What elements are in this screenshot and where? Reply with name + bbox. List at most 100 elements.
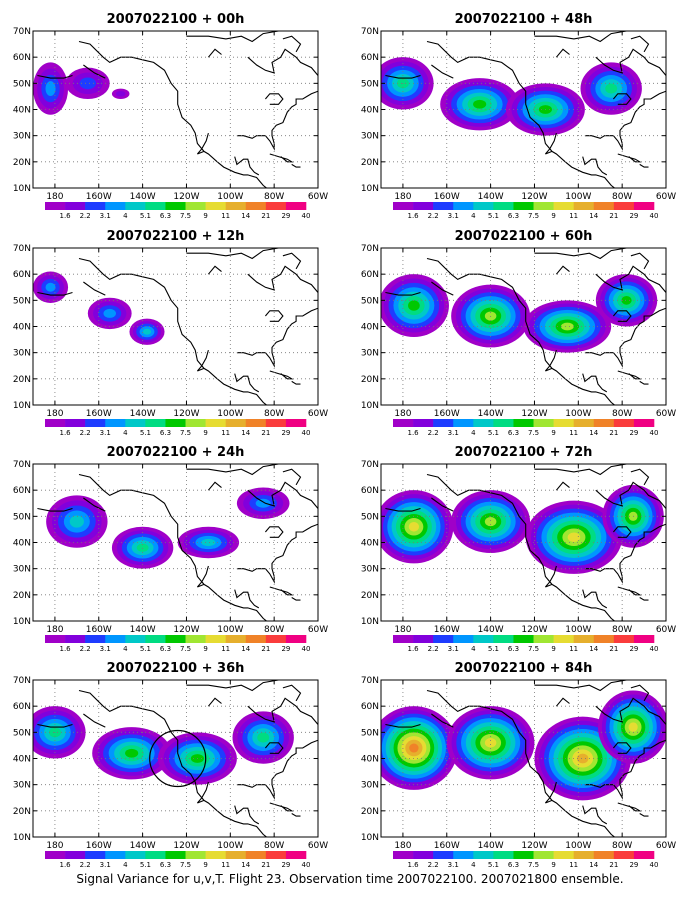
coastline (247, 265, 318, 293)
lat-label: 10N (13, 617, 31, 627)
colorbar-label: 29 (281, 861, 290, 869)
colorbar-swatch (393, 419, 414, 427)
colorbar-label: 40 (302, 861, 311, 869)
colorbar-label: 29 (281, 429, 290, 437)
colorbar-swatch (85, 635, 106, 643)
coastline (207, 48, 222, 58)
panel-title: 2007022100 + 72h (455, 445, 593, 460)
colorbar-swatch (493, 202, 514, 210)
lon-label: 100W (217, 192, 243, 202)
lat-label: 30N (361, 781, 379, 791)
lon-label: 60W (308, 841, 328, 851)
colorbar-label: 21 (261, 861, 270, 869)
lon-label: 160W (434, 841, 460, 851)
colorbar-swatch (185, 851, 206, 859)
lon-label: 160W (86, 409, 112, 419)
colorbar-swatch (145, 419, 166, 427)
colorbar-label: 4 (471, 212, 476, 220)
colorbar-swatch (285, 419, 307, 427)
coastline (630, 468, 650, 486)
colorbar-swatch (533, 419, 554, 427)
coastline (236, 90, 318, 151)
colorbar-label: 2.2 (80, 861, 91, 869)
colorbar-swatch (185, 202, 206, 210)
colorbar-label: 9 (203, 212, 207, 220)
lat-label: 40N (361, 323, 379, 333)
coastline (207, 481, 222, 491)
panel-title: 2007022100 + 60h (455, 229, 593, 244)
variance-contour (142, 328, 152, 335)
lat-label: 10N (13, 184, 31, 194)
lat-label: 20N (13, 807, 31, 817)
colorbar-label: 2.2 (80, 212, 91, 220)
colorbar-swatch (573, 851, 595, 859)
colorbar-swatch (613, 419, 635, 427)
lat-label: 60N (361, 702, 379, 712)
colorbar-label: 6.3 (508, 645, 519, 653)
lat-label: 20N (13, 375, 31, 385)
lat-label: 70N (361, 676, 379, 686)
lat-label: 60N (361, 53, 379, 63)
colorbar-label: 11 (569, 212, 578, 220)
panel-title: 2007022100 + 84h (455, 661, 593, 676)
lon-label: 60W (656, 409, 676, 419)
colorbar-swatch (165, 419, 186, 427)
colorbar-swatch (553, 202, 574, 210)
variance-contour (484, 516, 497, 527)
colorbar-swatch (393, 635, 414, 643)
coastline (431, 713, 454, 728)
colorbar-label: 21 (609, 429, 618, 437)
figure-caption: Signal Variance for u,v,T. Flight 23. Ob… (76, 872, 624, 886)
colorbar-label: 9 (203, 429, 207, 437)
coastline (282, 468, 302, 486)
colorbar-swatch (453, 419, 474, 427)
colorbar-label: 11 (569, 861, 578, 869)
coastline (234, 156, 260, 176)
colorbar-label: 1.6 (408, 861, 420, 869)
coastline (584, 90, 666, 151)
colorbar-swatch (105, 419, 126, 427)
variance-contour (45, 282, 56, 292)
lat-label: 70N (361, 244, 379, 254)
coastline (207, 265, 222, 275)
colorbar-swatch (125, 419, 146, 427)
lat-label: 70N (361, 27, 379, 37)
coastline (291, 597, 301, 601)
signal-variance-field (381, 57, 642, 136)
colorbar-label: 5.1 (488, 645, 499, 653)
lon-label: 160W (434, 625, 460, 635)
coastline (186, 248, 279, 260)
colorbar-label: 6.3 (508, 429, 519, 437)
colorbar-label: 1.6 (60, 645, 72, 653)
variance-contour (567, 532, 581, 543)
colorbar-swatch (533, 635, 554, 643)
coastline (234, 589, 260, 609)
variance-contour (136, 543, 149, 552)
coastline (555, 48, 570, 58)
colorbar-label: 1.6 (60, 212, 72, 220)
coastline (264, 742, 284, 754)
lon-label: 100W (565, 841, 591, 851)
coastline (247, 697, 318, 725)
coastline (544, 781, 557, 804)
lon-label: 100W (565, 192, 591, 202)
coastline (83, 713, 106, 728)
coastline (264, 310, 284, 322)
colorbar-label: 3.1 (448, 212, 459, 220)
colorbar-label: 5.1 (140, 212, 151, 220)
colorbar-swatch (633, 851, 655, 859)
colorbar-label: 14 (241, 429, 250, 437)
colorbar-swatch (45, 851, 66, 859)
variance-contour (201, 538, 216, 547)
coastline (584, 523, 666, 584)
coastline (247, 48, 318, 76)
coastline (37, 74, 73, 79)
colorbar: 1.6 2.2 3.1 4 5.1 6.3 7.5 9 11 14 21 29 40 (393, 202, 658, 220)
coastline (37, 507, 73, 512)
variance-contour (605, 83, 618, 94)
colorbar-swatch (245, 202, 267, 210)
colorbar: 1.6 2.2 3.1 4 5.1 6.3 7.5 9 11 14 21 29 40 (393, 851, 658, 869)
coastline (617, 802, 642, 812)
colorbar-swatch (473, 419, 494, 427)
